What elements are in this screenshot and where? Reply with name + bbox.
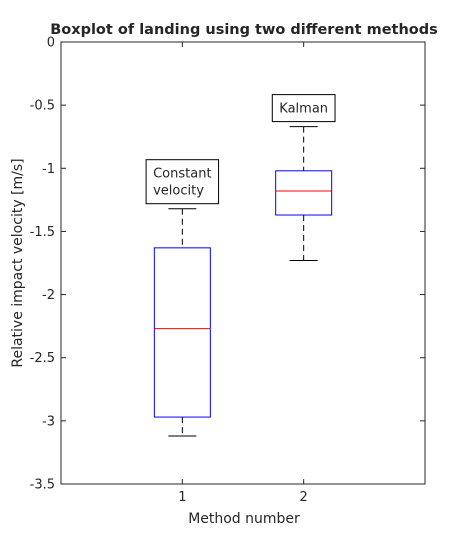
- x-tick-label: 2: [300, 490, 308, 505]
- y-tick-label: -2.5: [30, 351, 55, 366]
- x-tick-label: 1: [178, 490, 186, 505]
- chart-title: Boxplot of landing using two different m…: [50, 22, 438, 38]
- annotation-text: Constant: [153, 167, 211, 182]
- annotation-text: velocity: [153, 184, 204, 199]
- annotation-2: Kalman: [272, 95, 335, 122]
- y-tick-label: 0: [47, 36, 55, 51]
- y-tick-label: -3: [42, 414, 55, 429]
- y-tick-label: -1.5: [30, 225, 55, 240]
- y-tick-label: -2: [42, 288, 55, 303]
- y-tick-label: -1: [42, 162, 55, 177]
- y-tick-label: -3.5: [30, 478, 55, 493]
- y-tick-label: -0.5: [30, 99, 55, 114]
- y-axis-label: Relative impact velocity [m/s]: [10, 158, 26, 367]
- annotation-text: Kalman: [279, 102, 328, 117]
- plot-area: [61, 42, 425, 484]
- annotation-1: Constant velocity: [146, 160, 218, 204]
- x-axis-label: Method number: [188, 511, 300, 527]
